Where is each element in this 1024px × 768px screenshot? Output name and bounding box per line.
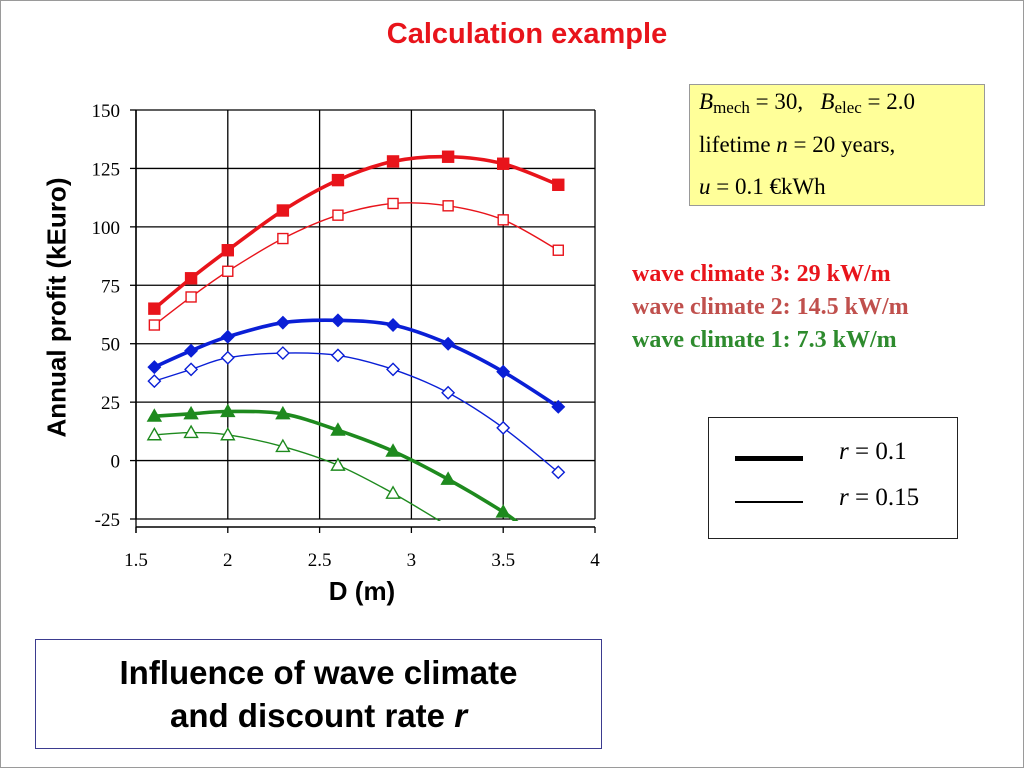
series-climate1-r010-point [440, 471, 456, 485]
parameters-box: Bmech = 30, Belec = 2.0 lifetime n = 20 … [689, 84, 985, 206]
series-climate3-r015-point [185, 291, 197, 303]
series-climate3-r010-point [184, 272, 198, 285]
lifetime-symbol: n [776, 132, 788, 157]
series-climate3-r010-point [441, 150, 455, 163]
param-line-lifetime: lifetime n = 20 years, [699, 132, 895, 158]
y-tick-label: 25 [101, 393, 120, 414]
series-climate3-r010-point [331, 173, 345, 187]
caption-box: Influence of wave climate and discount r… [35, 639, 602, 749]
series-climate2-r010-point [551, 399, 566, 414]
climate-3-label: wave climate 3: 29 kW/m [632, 261, 891, 287]
series-climate1-r010-point [385, 443, 401, 457]
series-climate1-r010-point [495, 504, 511, 518]
series-climate2-r010-point [386, 318, 401, 333]
series-climate2-r010-point [441, 336, 456, 351]
caption-line-2: and discount rate r [169, 697, 468, 734]
y-tick-label: 0 [111, 452, 121, 473]
y-tick-label: 150 [92, 101, 121, 122]
series-climate3-r010-point [148, 302, 161, 315]
thin-line-sample [735, 501, 803, 503]
series-climate2-r015-point [551, 465, 566, 480]
series-climate3-r010-point [386, 155, 400, 168]
b-mech-value: = 30, [749, 89, 804, 114]
series-climate2-r015-point [220, 350, 235, 365]
series-climate2-r015-point [330, 348, 345, 363]
series-climate1-r010-point [275, 405, 291, 420]
x-tick-label: 2 [223, 550, 233, 571]
y-tick-label: 125 [92, 159, 121, 180]
y-tick-label: 75 [101, 276, 120, 297]
series-climate2-r010-point [220, 329, 235, 344]
series-climate3-r015-point [222, 265, 234, 277]
x-axis-label: D (m) [328, 576, 396, 606]
series-climate2-r010-point [184, 343, 199, 358]
series-climate1-r010-point [220, 403, 236, 418]
series-climate3-r015-point [442, 200, 454, 212]
caption-line-1: Influence of wave climate [119, 654, 518, 691]
b-elec-symbol: B [820, 89, 835, 114]
y-tick-label: 50 [101, 335, 120, 356]
lifetime-value: = 20 years, [787, 132, 896, 157]
lifetime-label: lifetime [699, 132, 777, 157]
series-climate3-r015-point [332, 209, 344, 221]
b-mech-symbol: B [699, 89, 714, 114]
climate-2-label: wave climate 2: 14.5 kW/m [632, 294, 909, 320]
x-tick-label: 2.5 [308, 550, 332, 571]
series-climate1-r015-point [220, 426, 236, 441]
series-climate3-r015-point [552, 244, 564, 256]
series-climate1-r010-point [146, 408, 163, 422]
series-climate2-r015-point [184, 362, 199, 377]
series-climate3-r015-point [497, 214, 509, 226]
series-climate3-r010-point [497, 157, 510, 170]
series-climate2-r010-point [330, 313, 345, 328]
thick-line-sample [735, 456, 803, 461]
param-line-b: Bmech = 30, Belec = 2.0 [699, 89, 915, 118]
series-climate1-r010-point [183, 405, 199, 420]
series-climate1-r015-point [330, 457, 346, 471]
series-climate1-r015-point [385, 485, 401, 499]
series-climate2-r010-point [275, 315, 290, 330]
series-climate2-r015-point [386, 362, 401, 377]
series-climate3-r015-point [387, 197, 399, 210]
series-climate3-r015-point [148, 319, 161, 331]
series-climate3-r010-point [221, 244, 235, 257]
series-climate3-r010-point [276, 204, 290, 217]
markers-group [146, 150, 566, 518]
tick-labels: -25 0 25 50 75 100 125 150 1.5 2 2.5 3 3.5 4 [92, 101, 601, 571]
climate-1-label: wave climate 1: 7.3 kW/m [632, 327, 897, 353]
x-tick-label: 3 [407, 550, 417, 571]
elec-subscript: elec [834, 98, 862, 117]
wave-climate-legend: wave climate 3: 29 kW/m wave climate 2: … [632, 258, 909, 357]
x-tick-label: 4 [590, 550, 600, 571]
series-climate3-r010-point [552, 178, 565, 191]
series-climate2-r015-point [147, 374, 162, 389]
series-climate2-r015-point [441, 385, 456, 400]
y-tick-label: -25 [95, 510, 120, 531]
x-tick-label: 3.5 [491, 550, 515, 571]
param-line-u: u = 0.1 €kWh [699, 174, 826, 200]
u-symbol: u [699, 174, 711, 199]
mech-subscript: mech [713, 98, 750, 117]
series-climate2-r010-point [147, 360, 162, 375]
thin-line-label: r = 0.15 [839, 484, 920, 511]
u-value: = 0.1 €kWh [710, 174, 826, 199]
axes [130, 109, 596, 533]
series-climate2-r015-point [275, 346, 290, 361]
thick-line-label: r = 0.1 [839, 438, 907, 465]
x-tick-label: 1.5 [124, 550, 148, 571]
discount-rate-legend: r = 0.1 r = 0.15 [708, 417, 958, 539]
plot-area [136, 110, 595, 519]
series-climate1-r015-point [275, 438, 291, 453]
series-climate1-r015-point [183, 424, 199, 439]
series-climate1-r015-point [146, 426, 163, 441]
series-climate2-r015-point [496, 420, 511, 435]
series-climate3-r015-point [277, 232, 289, 245]
y-tick-label: 100 [92, 218, 121, 239]
y-axis-label: Annual profit (kEuro) [41, 177, 72, 438]
series-climate1-r010-point [330, 422, 346, 436]
slide-title: Calculation example [386, 18, 668, 50]
b-elec-value: = 2.0 [861, 89, 916, 114]
series-climate2-r010-point [496, 364, 511, 379]
